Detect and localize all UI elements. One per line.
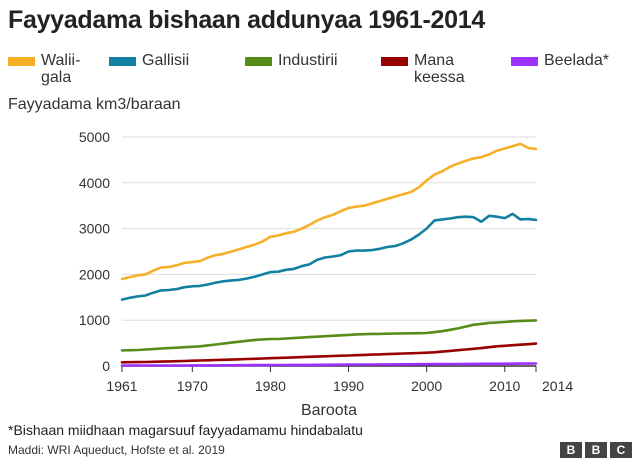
legend-label-gallisii: Gallisii <box>142 52 190 69</box>
legend-swatch-gallisii <box>109 57 136 66</box>
y-tick-label-3000: 3000 <box>79 221 110 237</box>
chart-title: Fayyadama bishaan addunyaa 1961-2014 <box>8 6 485 34</box>
source-note: Maddi: WRI Aqueduct, Hofste et al. 2019 <box>8 443 225 457</box>
legend-swatch-walii-gala <box>8 57 35 66</box>
x-axis-ticks: 1961 1970 1980 1990 2000 2010 2014 <box>106 366 573 394</box>
series-line-walii-gala <box>120 142 538 281</box>
legend: Walii- gala Gallisii Industirii Mana kee… <box>8 52 640 92</box>
legend-label-beelada: Beelada* <box>544 52 609 69</box>
x-tick-label-2010: 2010 <box>489 378 520 394</box>
y-axis-label: Fayyadama km3/baraan <box>8 96 181 113</box>
y-tick-label-5000: 5000 <box>79 129 110 145</box>
line-chart: 0 1000 2000 3000 4000 5000 1961 1970 1980 1990 20… <box>79 129 574 419</box>
y-tick-label-4000: 4000 <box>79 175 110 191</box>
x-axis-label: Baroota <box>301 402 357 419</box>
x-tick-label-1980: 1980 <box>255 378 286 394</box>
x-tick-label-2000: 2000 <box>411 378 442 394</box>
legend-swatch-industirii <box>245 57 272 66</box>
bbc-logo-letter-2: B <box>585 442 607 458</box>
legend-label-mana-keessa: Mana keessa <box>414 52 465 86</box>
x-tick-label-1990: 1990 <box>333 378 364 394</box>
x-tick-label-2014: 2014 <box>542 378 573 394</box>
legend-swatch-beelada <box>511 57 538 66</box>
series-line-mana-keessa <box>120 342 538 364</box>
x-tick-label-1970: 1970 <box>177 378 208 394</box>
bbc-logo-letter-1: B <box>560 442 582 458</box>
y-tick-label-2000: 2000 <box>79 266 110 282</box>
bbc-logo: B B C <box>560 442 634 458</box>
legend-label-industirii: Industirii <box>278 52 338 69</box>
series-line-beelada <box>120 362 538 367</box>
series-line-industirii <box>120 319 538 352</box>
y-tick-label-0: 0 <box>102 358 110 374</box>
series-lines <box>120 142 538 367</box>
bbc-logo-letter-3: C <box>610 442 632 458</box>
y-tick-label-1000: 1000 <box>79 312 110 328</box>
footnote: *Bishaan miidhaan magarsuuf fayyadamamu … <box>8 422 363 438</box>
legend-swatch-mana-keessa <box>381 57 408 66</box>
x-tick-label-1961: 1961 <box>106 378 137 394</box>
series-line-gallisii <box>120 212 538 301</box>
y-axis-ticks: 0 1000 2000 3000 4000 5000 <box>79 129 110 374</box>
gridlines <box>122 136 536 367</box>
legend-label-walii-gala: Walii- gala <box>41 52 81 86</box>
